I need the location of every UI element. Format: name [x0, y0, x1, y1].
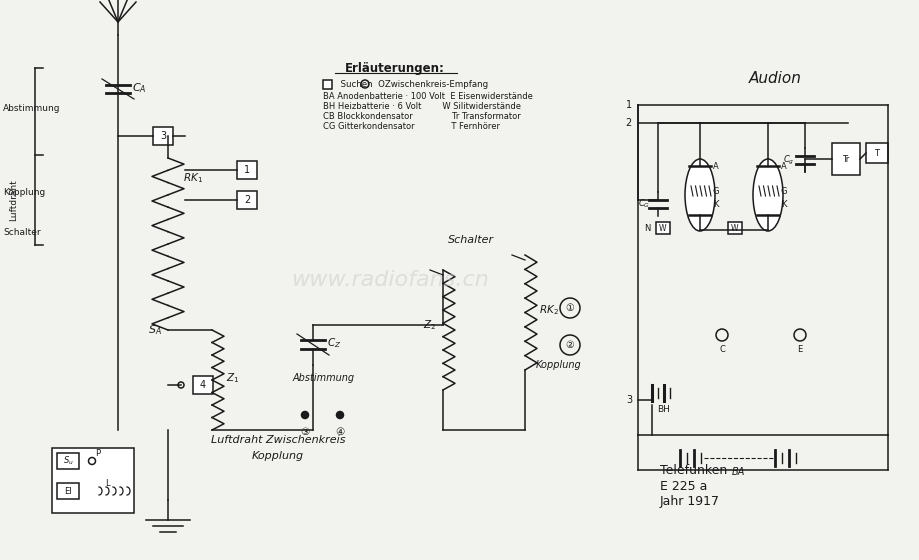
Text: 2: 2 [244, 195, 250, 205]
Text: CB Blockkondensator               Tr Transformator: CB Blockkondensator Tr Transformator [323, 111, 520, 120]
Text: ③: ③ [300, 427, 310, 437]
Text: 3: 3 [160, 131, 166, 141]
Ellipse shape [752, 159, 782, 231]
Bar [57, 453, 79, 469]
Bar [865, 143, 887, 163]
Text: CG Gitterkondensator              T Fernhörer: CG Gitterkondensator T Fernhörer [323, 122, 499, 130]
Text: BA: BA [731, 467, 743, 477]
Text: P: P [95, 450, 100, 459]
Bar [153, 127, 173, 145]
Text: E: E [797, 344, 801, 353]
Circle shape [301, 412, 308, 418]
Text: El: El [64, 487, 72, 496]
Bar [52, 448, 134, 513]
Text: K: K [780, 199, 786, 208]
Text: A: A [712, 161, 718, 170]
Text: Erläuterungen:: Erläuterungen: [345, 62, 445, 74]
Bar [323, 80, 332, 89]
Text: BA Anodenbatterie · 100 Volt  E Eisenwiderstände: BA Anodenbatterie · 100 Volt E Eisenwide… [323, 91, 532, 100]
Bar [193, 376, 213, 394]
Text: BH Heizbatterie · 6 Volt        W Silitwiderstände: BH Heizbatterie · 6 Volt W Silitwiderstä… [323, 101, 520, 110]
Text: Schalter: Schalter [448, 235, 494, 245]
Text: $Z_1$: $Z_1$ [226, 371, 239, 385]
Text: A: A [780, 161, 786, 170]
Text: Abstimmung: Abstimmung [3, 104, 61, 113]
Text: ①: ① [565, 303, 573, 313]
Text: $RK_1$: $RK_1$ [183, 171, 203, 185]
Text: W: W [731, 223, 738, 232]
Bar [831, 143, 859, 175]
Bar [727, 222, 742, 234]
Text: E 225 a: E 225 a [659, 479, 707, 492]
Bar [655, 222, 669, 234]
Text: Luftdraht Zwischenkreis: Luftdraht Zwischenkreis [210, 435, 345, 445]
Text: $C_A$: $C_A$ [131, 81, 146, 95]
Text: N: N [643, 223, 650, 232]
Text: $S_A$: $S_A$ [148, 323, 162, 337]
Text: Tr: Tr [842, 155, 849, 164]
Text: Telefunken: Telefunken [659, 464, 726, 477]
Text: L: L [105, 478, 109, 488]
Text: Kopplung: Kopplung [252, 451, 304, 461]
Text: 3: 3 [625, 395, 631, 405]
Text: Jahr 1917: Jahr 1917 [659, 496, 720, 508]
Text: $RK_2$: $RK_2$ [539, 303, 558, 317]
Text: $C_Z$: $C_Z$ [326, 336, 341, 350]
Text: Luftdraht: Luftdraht [9, 179, 18, 221]
Text: 1: 1 [244, 165, 250, 175]
Text: www.radiofans.cn: www.radiofans.cn [290, 270, 488, 290]
Text: 2: 2 [625, 118, 631, 128]
Text: $C_g$: $C_g$ [782, 153, 793, 166]
Text: 1: 1 [625, 100, 631, 110]
Text: $C_G$: $C_G$ [637, 198, 650, 210]
Bar [237, 191, 256, 209]
Text: W: W [659, 223, 666, 232]
Text: ②: ② [565, 340, 573, 350]
Circle shape [336, 412, 343, 418]
Text: T: T [874, 148, 879, 157]
Text: G: G [712, 186, 719, 195]
Bar [57, 483, 79, 499]
Text: Kopplung: Kopplung [536, 360, 581, 370]
Ellipse shape [685, 159, 714, 231]
Text: K: K [712, 199, 718, 208]
Text: Abstimmung: Abstimmung [292, 373, 355, 383]
Text: ④: ④ [335, 427, 345, 437]
Text: BH: BH [657, 404, 670, 413]
Text: Suchen  OZwischenkreis-Empfang: Suchen OZwischenkreis-Empfang [335, 80, 488, 88]
Text: $Z_2$: $Z_2$ [423, 318, 436, 332]
Text: C: C [719, 344, 724, 353]
Bar [237, 161, 256, 179]
Text: G: G [780, 186, 787, 195]
Text: Schalter: Schalter [3, 227, 40, 236]
Text: Audion: Audion [748, 71, 800, 86]
Text: Kopplung: Kopplung [3, 188, 45, 197]
Text: 4: 4 [199, 380, 206, 390]
Text: $S_u$: $S_u$ [62, 455, 74, 467]
